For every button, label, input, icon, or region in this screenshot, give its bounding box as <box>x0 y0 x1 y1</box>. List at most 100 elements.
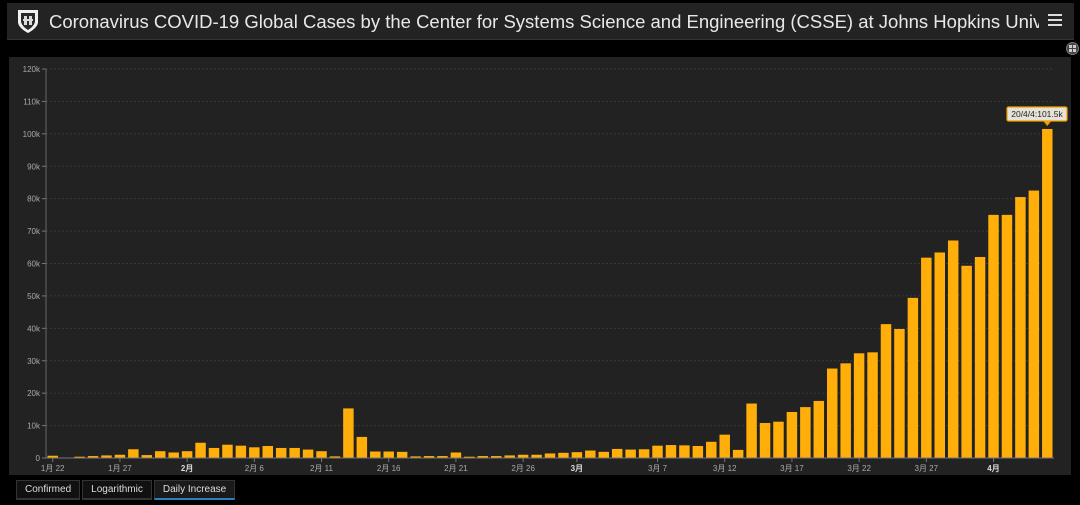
bar[interactable] <box>195 442 206 458</box>
x-tick-label: 1月 27 <box>108 464 132 473</box>
bar[interactable] <box>665 445 677 458</box>
y-tick-label: 20k <box>27 389 41 398</box>
bar[interactable] <box>74 456 85 458</box>
bar[interactable] <box>625 449 636 458</box>
bar[interactable] <box>1042 128 1053 458</box>
bar[interactable] <box>356 436 368 458</box>
daily-increase-chart: 0 10k 20k 30k 40k 50k 60k 70k 80k 90k 100k 110k 120k… <box>23 65 1068 473</box>
y-tick-label: 110k <box>23 97 41 106</box>
tab-confirmed[interactable]: Confirmed <box>16 480 81 500</box>
bar[interactable] <box>759 422 771 458</box>
bar[interactable] <box>934 252 946 458</box>
x-tick-label: 2月 <box>181 464 193 473</box>
bar[interactable] <box>504 455 515 458</box>
tab-daily-increase[interactable]: Daily Increase <box>153 480 236 500</box>
bar[interactable] <box>786 411 798 458</box>
bar[interactable] <box>343 408 354 458</box>
bar[interactable] <box>585 450 596 458</box>
hamburger-menu-icon[interactable] <box>1046 10 1064 30</box>
bar[interactable] <box>289 447 300 458</box>
bar[interactable] <box>47 455 58 458</box>
bar[interactable] <box>719 434 730 458</box>
bar[interactable] <box>128 449 139 458</box>
bar[interactable] <box>450 452 462 458</box>
y-tick-label: 80k <box>27 195 41 204</box>
bar[interactable] <box>114 454 126 458</box>
chart-tooltip: 20/4/4:101.5k <box>1006 106 1068 126</box>
bar[interactable] <box>531 454 542 458</box>
bar[interactable] <box>370 451 381 458</box>
bar[interactable] <box>477 456 489 458</box>
bar[interactable] <box>921 257 932 458</box>
y-tick-label: 120k <box>23 65 41 74</box>
bar[interactable] <box>679 445 690 458</box>
bar-series <box>47 128 1053 459</box>
bar[interactable] <box>571 452 583 458</box>
bar[interactable] <box>1015 197 1026 458</box>
bar[interactable] <box>235 445 247 458</box>
bar[interactable] <box>1028 190 1040 458</box>
tooltip-box: 20/4/4:101.5k <box>1006 106 1068 126</box>
bar[interactable] <box>208 447 220 458</box>
bar[interactable] <box>101 455 112 458</box>
bar[interactable] <box>558 452 569 458</box>
bar[interactable] <box>894 328 905 458</box>
x-axis: 1月 22 1月 27 2月 2月 6 2月 11 2月 16 2月 21 2月 26 3月 3月… <box>41 457 1054 473</box>
bar[interactable] <box>544 453 556 458</box>
bar[interactable] <box>1001 214 1013 458</box>
bar[interactable] <box>867 352 878 458</box>
bar[interactable] <box>396 451 408 458</box>
bar[interactable] <box>800 407 811 458</box>
bar[interactable] <box>907 297 919 458</box>
bar[interactable] <box>826 368 838 458</box>
bar[interactable] <box>813 400 825 458</box>
bar[interactable] <box>517 454 529 458</box>
bar[interactable] <box>840 363 851 458</box>
x-tick-label: 3月 17 <box>780 464 804 473</box>
bar[interactable] <box>692 446 704 458</box>
expand-icon[interactable] <box>1066 42 1079 55</box>
bar[interactable] <box>329 456 341 458</box>
x-tick-label: 3月 12 <box>713 464 737 473</box>
bar[interactable] <box>638 449 650 458</box>
bar[interactable] <box>880 324 892 458</box>
x-tick-label: 1月 22 <box>41 464 65 473</box>
bar[interactable] <box>988 214 999 458</box>
bar[interactable] <box>141 455 153 458</box>
bar[interactable] <box>706 441 717 458</box>
bar[interactable] <box>262 446 274 458</box>
bar[interactable] <box>853 353 865 458</box>
bar[interactable] <box>154 451 166 458</box>
bar[interactable] <box>652 445 663 458</box>
bar[interactable] <box>181 451 193 458</box>
y-tick-label: 90k <box>27 162 41 171</box>
bar[interactable] <box>974 257 986 458</box>
bar[interactable] <box>947 240 959 458</box>
y-tick-label: 60k <box>27 260 41 269</box>
bar[interactable] <box>437 456 448 458</box>
chart-panel: 0 10k 20k 30k 40k 50k 60k 70k 80k 90k 100k 110k 120k… <box>9 57 1071 475</box>
bar[interactable] <box>383 451 394 458</box>
bar[interactable] <box>275 447 287 458</box>
bar[interactable] <box>410 456 421 458</box>
bar[interactable] <box>746 403 757 458</box>
bar[interactable] <box>168 452 179 458</box>
x-tick-label: 3月 7 <box>648 464 668 473</box>
bar[interactable] <box>464 456 475 458</box>
bar[interactable] <box>961 265 972 458</box>
tooltip-text: 20/4/4:101.5k <box>1011 109 1063 119</box>
bar[interactable] <box>87 456 99 458</box>
bar[interactable] <box>222 444 233 458</box>
bar[interactable] <box>302 449 314 458</box>
bar[interactable] <box>490 456 502 458</box>
bar[interactable] <box>598 451 610 458</box>
bar[interactable] <box>611 448 623 458</box>
x-tick-label: 3月 27 <box>915 464 939 473</box>
bar[interactable] <box>732 449 744 458</box>
tab-logarithmic[interactable]: Logarithmic <box>82 480 152 500</box>
bar[interactable] <box>773 421 784 458</box>
y-axis: 0 10k 20k 30k 40k 50k 60k 70k 80k 90k 100k 110k 120k <box>23 65 47 463</box>
bar[interactable] <box>249 447 260 458</box>
bar[interactable] <box>423 456 435 458</box>
bar[interactable] <box>316 451 327 458</box>
